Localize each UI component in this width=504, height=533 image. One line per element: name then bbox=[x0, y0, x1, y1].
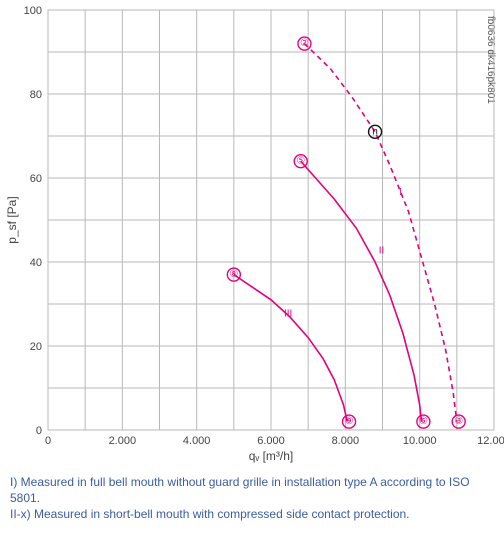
x-tick: 0 bbox=[45, 435, 51, 447]
fan-curve-chart: 0 2.000 4.000 6.000 8.000 10.000 12.000 0 20 40 60… bbox=[0, 0, 504, 533]
svg-text:n: n bbox=[372, 126, 378, 137]
svg-text:⑤: ⑤ bbox=[296, 156, 305, 167]
svg-text:⑨: ⑨ bbox=[345, 416, 354, 427]
x-tick: 4.000 bbox=[183, 435, 211, 447]
y-tick: 60 bbox=[30, 173, 42, 185]
chart-svg: 0 2.000 4.000 6.000 8.000 10.000 12.000 0 20 40 60… bbox=[0, 0, 504, 470]
x-tick: 10.000 bbox=[403, 435, 437, 447]
x-tick: 8.000 bbox=[332, 435, 360, 447]
svg-text:⑧: ⑧ bbox=[229, 269, 238, 280]
x-tick: 6.000 bbox=[257, 435, 285, 447]
x-tick: 12.000 bbox=[477, 435, 504, 447]
svg-text:②: ② bbox=[300, 38, 309, 49]
y-axis-title: p_sf [Pa] bbox=[5, 196, 19, 243]
region-label-III: III bbox=[284, 309, 292, 320]
y-tick: 80 bbox=[30, 89, 42, 101]
footnote-II: II-x) Measured in short-bell mouth with … bbox=[10, 506, 496, 522]
y-tick: 100 bbox=[24, 5, 42, 17]
y-tick: 0 bbox=[36, 425, 42, 437]
x-axis-title: qᵥ [m³/h] bbox=[249, 449, 294, 463]
x-tick: 2.000 bbox=[109, 435, 137, 447]
y-tick: 20 bbox=[30, 341, 42, 353]
region-label-I: I bbox=[399, 187, 402, 198]
footnotes: I) Measured in full bell mouth without g… bbox=[0, 470, 504, 533]
svg-text:⑥: ⑥ bbox=[419, 416, 428, 427]
footnote-I: I) Measured in full bell mouth without g… bbox=[10, 474, 496, 506]
y-tick: 40 bbox=[30, 257, 42, 269]
svg-text:③: ③ bbox=[454, 416, 463, 427]
region-label-II: II bbox=[379, 246, 385, 257]
